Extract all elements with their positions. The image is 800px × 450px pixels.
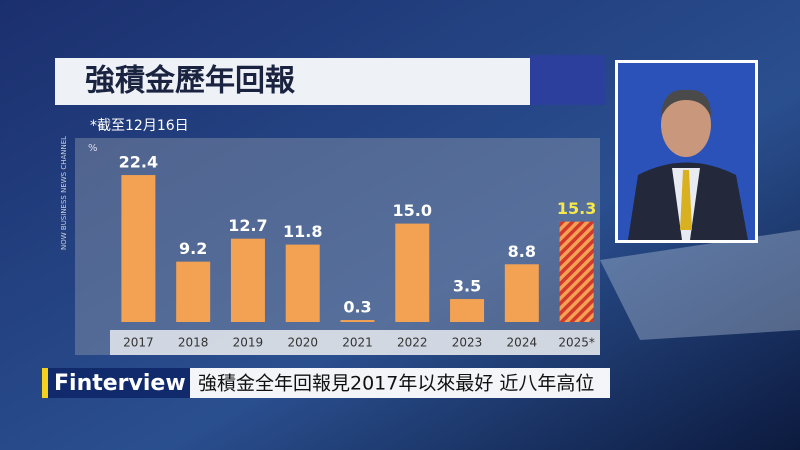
title-box [55,58,530,105]
subtitle: *截至12月16日 [90,118,189,134]
value-label: 15.0 [393,201,432,220]
bar [121,175,156,322]
bar [176,261,211,322]
x-tick-label: 2017 [123,336,154,350]
bar [559,221,594,322]
x-tick-label: 2024 [507,336,538,350]
bar [230,238,265,322]
channel-label: NOW BUSINESS NEWS CHANNEL [60,136,68,250]
value-label: 12.7 [228,216,267,235]
presenter-head [661,93,711,157]
bars: 2017 22.4 2018 9.2 2019 12.7 2020 11.8 2021 0.3 20… [119,153,597,350]
x-tick-label: 2020 [287,336,318,350]
value-label: 9.2 [179,239,207,258]
x-tick-label: 2025* [558,336,595,350]
backdrop-shape [600,230,800,340]
program-name: Finterview [54,371,186,396]
value-label: 11.8 [283,222,322,241]
x-tick-label: 2022 [397,336,428,350]
value-label: 0.3 [343,298,371,317]
x-tick-label: 2023 [452,336,483,350]
bar [504,264,539,322]
bar [450,299,485,322]
chart-title: 強積金歷年回報 [85,64,296,99]
headline-box [190,368,610,398]
program-box [48,368,190,398]
value-label: 22.4 [119,153,158,172]
x-tick-label: 2019 [233,336,264,350]
headline: 強積金全年回報見2017年以來最好 近八年高位 [198,373,594,395]
banner-accent [42,368,48,398]
bar [340,320,375,322]
value-label: 3.5 [453,277,481,296]
bar [285,244,320,322]
value-label: 8.8 [508,242,536,261]
presenter-hair [661,89,712,118]
x-tick-label: 2021 [342,336,373,350]
value-label: 15.3 [557,199,596,218]
y-axis-label: % [88,143,98,154]
title-accent [530,55,605,105]
category-strip [110,330,600,355]
bar [395,223,430,322]
presenter-tie [680,170,692,230]
x-tick-label: 2018 [178,336,209,350]
